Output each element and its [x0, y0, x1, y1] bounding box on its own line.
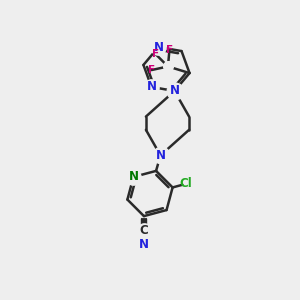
Text: N: N [146, 80, 157, 93]
Text: C: C [140, 224, 148, 237]
Text: N: N [155, 149, 166, 162]
Text: F: F [148, 65, 155, 75]
Text: F: F [152, 49, 159, 59]
Text: F: F [166, 45, 173, 55]
Text: N: N [154, 40, 164, 53]
Text: Cl: Cl [180, 177, 192, 190]
Text: N: N [139, 238, 149, 251]
Text: N: N [169, 85, 179, 98]
Text: N: N [128, 170, 139, 184]
